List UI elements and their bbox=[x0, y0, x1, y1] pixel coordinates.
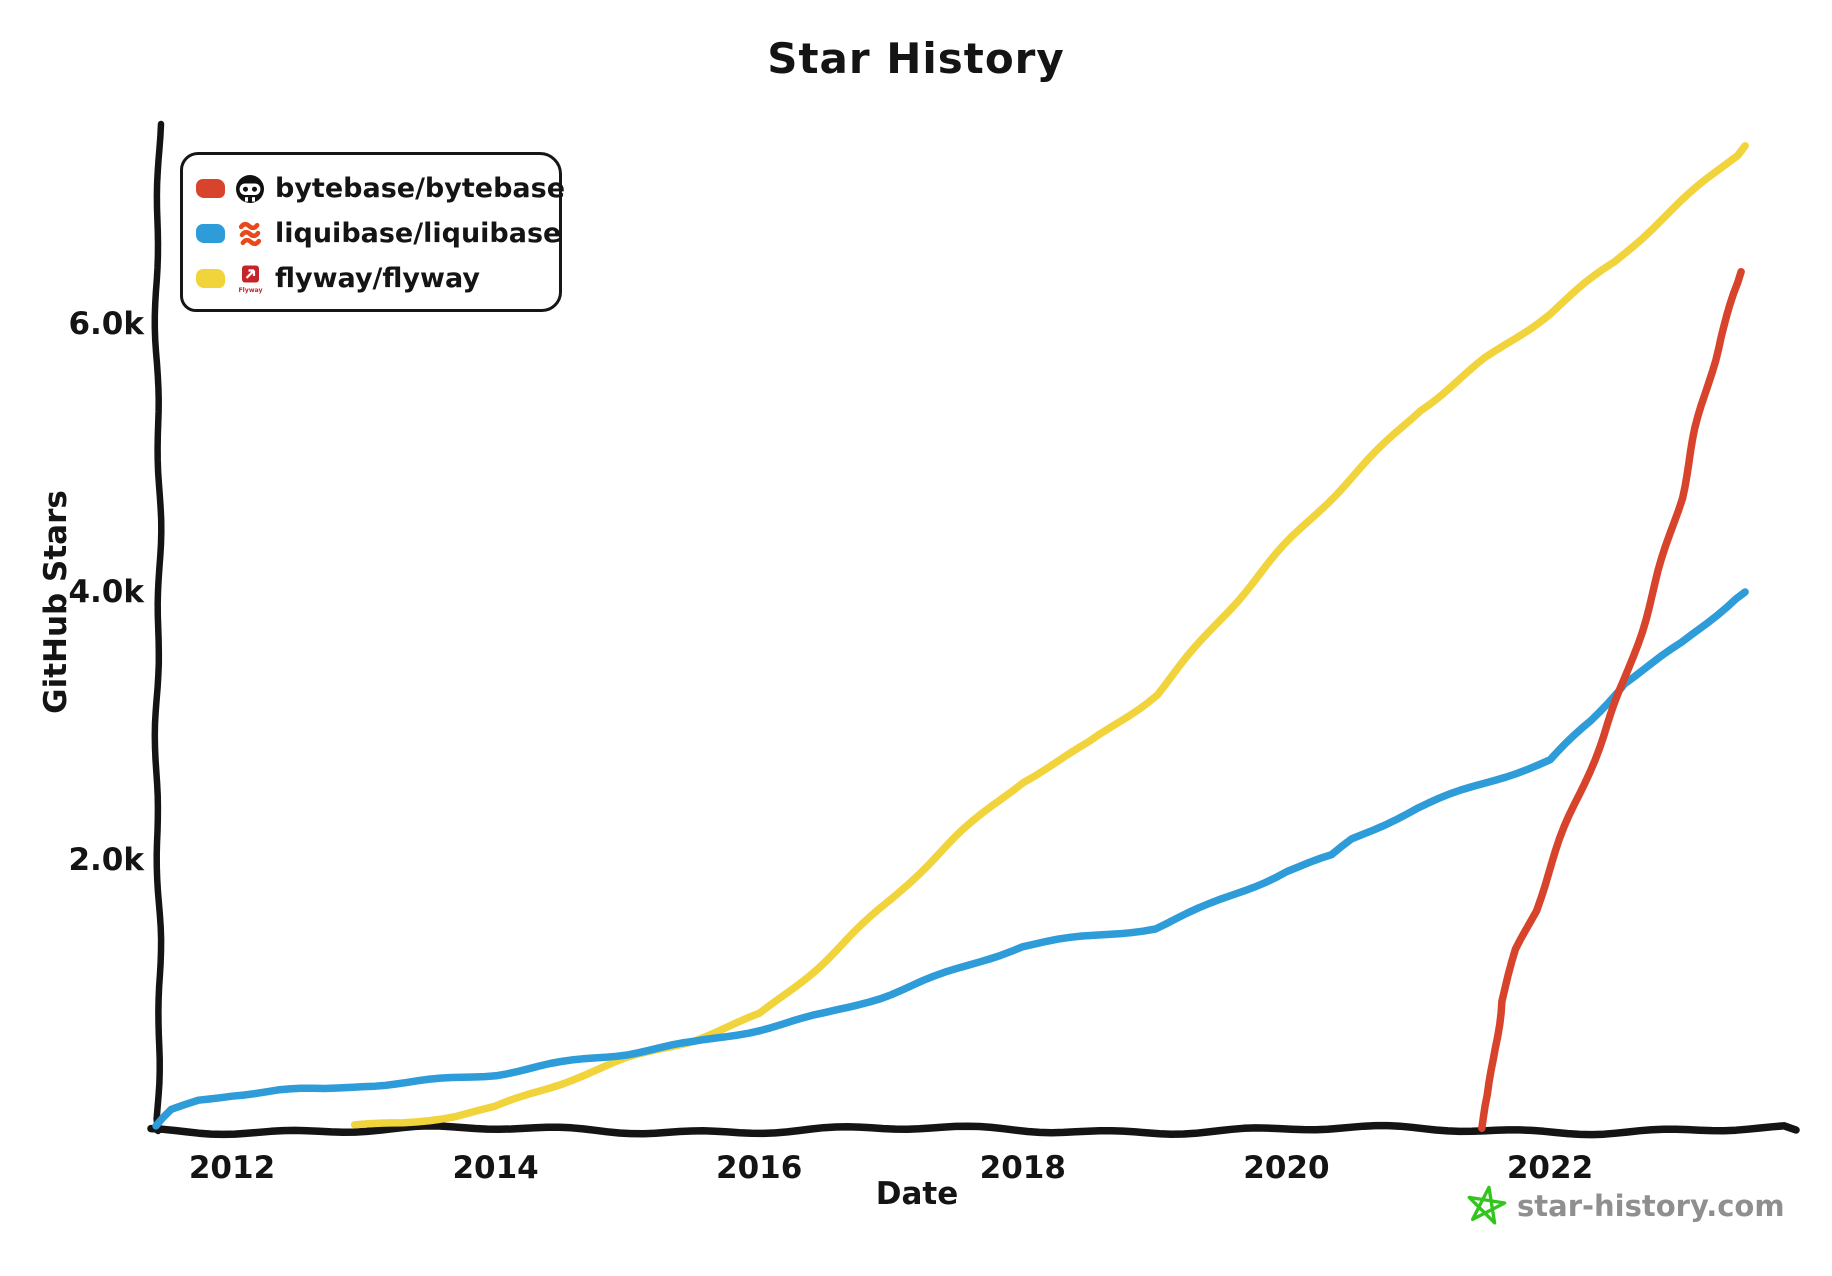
y-tick-4.0k: 4.0k bbox=[68, 574, 144, 610]
y-tick-6.0k: 6.0k bbox=[68, 306, 144, 342]
x-tick-2018: 2018 bbox=[979, 1150, 1066, 1186]
legend-label: bytebase/bytebase bbox=[275, 173, 566, 204]
flyway-line bbox=[350, 142, 1749, 1129]
watermark: star-history.com bbox=[1464, 1184, 1785, 1228]
legend-label: liquibase/liquibase bbox=[275, 218, 562, 249]
svg-text:Flyway: Flyway bbox=[238, 287, 262, 294]
star-icon bbox=[1467, 1185, 1507, 1225]
legend-item-bytebase: bytebase/bytebase bbox=[196, 166, 565, 211]
legend-item-flyway: Flyway flyway/flyway bbox=[196, 256, 559, 301]
chart-title: Star History bbox=[767, 34, 1065, 83]
y-axis-line bbox=[151, 120, 165, 1135]
x-tick-2012: 2012 bbox=[188, 1150, 276, 1186]
x-tick-2014: 2014 bbox=[452, 1150, 539, 1186]
x-tick-2022: 2022 bbox=[1506, 1150, 1594, 1186]
legend-box: bytebase/bytebase liquibase/liquibase Fl… bbox=[180, 152, 565, 312]
liquibase-color-swatch bbox=[196, 224, 225, 243]
watermark-text: star-history.com bbox=[1517, 1189, 1785, 1223]
legend-label: flyway/flyway bbox=[275, 263, 480, 294]
bytebase-avatar-icon bbox=[236, 174, 264, 203]
flyway-logo-icon: Flyway bbox=[238, 265, 263, 294]
liquibase-logo-icon bbox=[238, 221, 262, 246]
bytebase-line bbox=[1478, 267, 1745, 1133]
liquibase-line bbox=[152, 588, 1749, 1130]
x-axis-label: Date bbox=[875, 1176, 959, 1212]
y-tick-2.0k: 2.0k bbox=[68, 842, 144, 878]
legend-item-liquibase: liquibase/liquibase bbox=[196, 211, 562, 256]
x-tick-2020: 2020 bbox=[1243, 1150, 1330, 1186]
bytebase-color-swatch bbox=[196, 179, 225, 198]
flyway-color-swatch bbox=[196, 269, 225, 288]
x-axis-line bbox=[147, 1121, 1800, 1139]
x-tick-2016: 2016 bbox=[716, 1150, 803, 1186]
